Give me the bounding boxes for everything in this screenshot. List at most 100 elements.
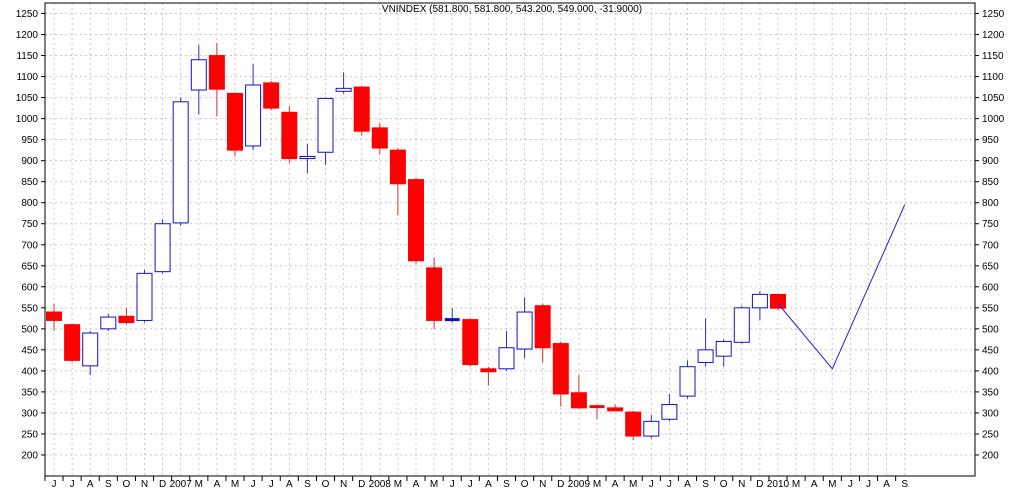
x-tick-label: D [159,479,166,490]
plot-border [44,2,976,477]
candle [770,293,786,311]
y-tick-label-right: 200 [982,450,999,461]
candle-body-up [245,84,262,147]
y-tick-label-right: 600 [982,282,999,293]
x-tick-label: A [214,479,221,490]
candle-body-up [643,420,660,437]
y-tick-label-right: 850 [982,177,999,188]
candle [245,63,262,151]
y-tick-label-right: 700 [982,240,999,251]
y-tick-label-left: 1000 [16,114,39,125]
y-tick-label-left: 550 [21,303,38,314]
y-tick-label-right: 500 [982,324,999,335]
candle-body-up [498,347,515,370]
candle [389,148,406,216]
candle [299,143,316,174]
candle-body-down [371,127,388,149]
x-tick-label: M [828,479,836,490]
y-tick-label-right: 1250 [982,9,1005,20]
y-tick-label-left: 850 [21,177,38,188]
candle [715,339,732,367]
candle [64,323,81,363]
y-tick-label-right: 750 [982,219,999,230]
candle-body-down [408,179,424,262]
x-tick-label: A [612,479,619,490]
x-tick-label: D [756,479,763,490]
x-tick-label: M [394,479,402,490]
candle [570,375,587,409]
candle [498,330,515,371]
candle [335,72,352,94]
right-y-axis: 200 250 300 350 400 450 500 550 600 650 700 750 800 8… [975,9,1005,461]
y-tick-label-right: 400 [982,366,999,377]
y-tick-label-left: 1100 [16,72,38,83]
y-tick-label-left: 1200 [16,30,39,41]
y-tick-label-left: 700 [21,240,38,251]
candle [154,219,171,274]
candle-body-up [751,293,768,309]
x-tick-label: S [304,479,311,490]
candle-body-up [82,332,99,367]
x-tick-label: S [503,479,510,490]
candle-body-up [172,101,189,224]
x-tick-label: J [251,479,256,490]
y-tick-label-left: 400 [21,366,38,377]
projection-line [777,204,906,370]
x-tick-label: A [883,479,890,490]
candle [733,305,750,344]
candle-body-down [227,92,243,151]
candle [625,410,642,441]
candle-body-down [281,111,298,160]
candle-body-up [317,97,334,153]
candle [172,97,189,226]
candle-body-down [64,324,81,361]
x-tick-label: S [901,479,908,490]
candle [408,177,424,264]
y-tick-label-left: 600 [21,282,38,293]
x-tick-label: J [848,479,853,490]
y-tick-label-right: 300 [982,408,999,419]
y-tick-label-left: 200 [21,450,38,461]
y-tick-label-left: 1050 [16,93,39,104]
candle-body-up [299,155,316,160]
x-tick-label: A [485,479,492,490]
candle [317,97,334,165]
x-tick-label: A [413,479,420,490]
candle-body-up [335,87,352,92]
y-tick-label-right: 350 [982,387,999,398]
x-tick-label: A [87,479,94,490]
y-tick-label-right: 650 [982,261,999,272]
candle [82,330,99,376]
candles-layer [46,42,786,441]
x-tick-label: J [269,479,274,490]
projection-layer [777,204,906,370]
x-tick-label: A [811,479,818,490]
candle-body-up [190,59,207,91]
y-tick-label-left: 900 [21,156,38,167]
x-tick-label: J [866,479,871,490]
candle-body-down [353,86,370,132]
candle [371,122,388,155]
x-tick-label: A [286,479,293,490]
x-tick-label: 2010 [767,479,790,490]
candle-body-down [570,392,587,409]
x-axis: J J A S O N D 2007 M A M J J A S O N D 2008 M A M J J A S O N D 2009 M… [44,476,908,490]
x-tick-label: M [430,479,438,490]
plot-frame [44,2,976,477]
candle-body-up [715,340,732,357]
candle [751,291,768,321]
y-tick-label-left: 350 [21,387,38,398]
y-tick-label-right: 1200 [982,30,1005,41]
candle [480,366,497,386]
candle-body-down [118,315,135,324]
x-tick-label: M [195,479,203,490]
candle-body-down [770,293,786,309]
candle-body-down [552,343,569,395]
y-tick-label-left: 650 [21,261,38,272]
y-tick-label-left: 800 [21,198,38,209]
candle [462,318,479,367]
candle-body-up [136,272,153,321]
x-tick-label: 2007 [170,479,193,490]
y-tick-label-left: 500 [21,324,38,335]
